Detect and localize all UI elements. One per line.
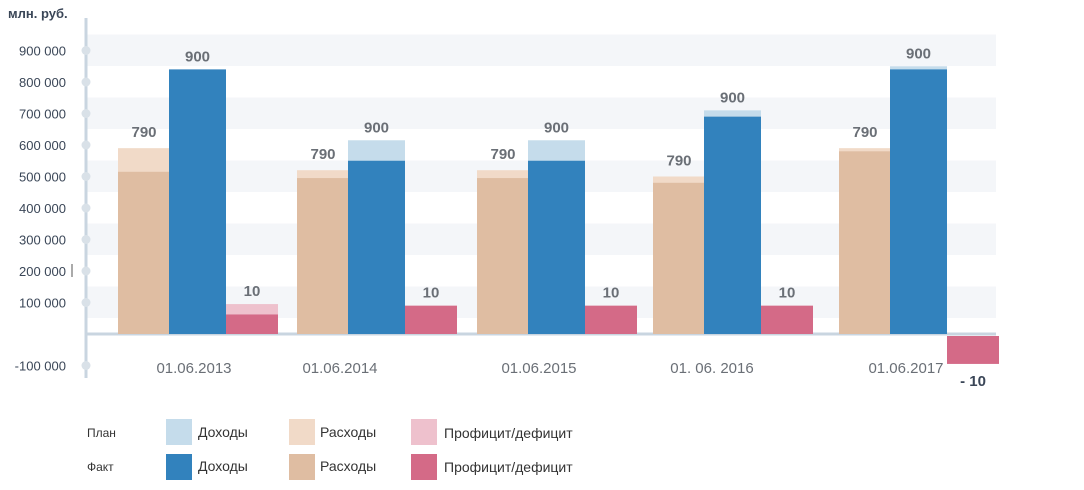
- data-label-surplus: 10: [603, 285, 620, 302]
- bar-surplus-fact: [226, 314, 278, 334]
- x-tick-label: 01.06.2015: [501, 360, 576, 377]
- bar-income-fact: [704, 116, 761, 335]
- y-tick-marker: [81, 46, 91, 55]
- data-label-surplus: 10: [244, 283, 261, 300]
- data-label-expense: 790: [310, 146, 335, 163]
- bar-income-fact: [348, 160, 405, 334]
- y-tick-label: 400 000: [19, 201, 66, 216]
- data-label-income: 900: [185, 48, 210, 65]
- y-tick-marker: [81, 203, 91, 213]
- bar-income-fact: [890, 69, 947, 335]
- unit-label: млн. руб.: [8, 6, 68, 21]
- y-tick-marker: [81, 235, 91, 244]
- data-label-expense: 790: [490, 146, 515, 163]
- data-label-surplus: - 10: [960, 373, 986, 390]
- bar-surplus-fact: [585, 305, 637, 334]
- bar-surplus-fact: [947, 336, 999, 364]
- y-tick-label: -100 000: [15, 359, 66, 374]
- y-tick-label: 800 000: [19, 75, 66, 90]
- x-tick-label: 01. 06. 2016: [670, 360, 753, 377]
- y-tick-marker: [81, 361, 91, 370]
- data-label-income: 900: [364, 119, 389, 136]
- y-tick-marker: [81, 298, 91, 307]
- y-tick-marker: [81, 109, 91, 118]
- y-tick-label: 600 000: [19, 138, 66, 153]
- data-label-surplus: 10: [423, 285, 440, 302]
- y-tick-label: 200 000: [19, 264, 66, 279]
- y-tick-label: 900 000: [19, 44, 66, 59]
- bar-income-fact: [528, 160, 585, 334]
- data-label-expense: 790: [852, 124, 877, 141]
- bar-expense-fact: [839, 151, 891, 334]
- y-tick-marker: [81, 140, 91, 150]
- data-label-income: 900: [906, 45, 931, 62]
- data-label-income: 900: [544, 119, 569, 136]
- y-tick-marker: [81, 172, 91, 181]
- data-label-surplus: 10: [779, 285, 796, 302]
- bar-expense-fact: [118, 171, 170, 334]
- x-tick-label: 01.06.2014: [302, 360, 377, 377]
- bar-expense-fact: [477, 178, 529, 334]
- data-label-expense: 790: [131, 124, 156, 141]
- y-tick-label: 700 000: [19, 107, 66, 122]
- y-tick-marker: [81, 266, 91, 276]
- x-tick-label: 01.06.2017: [868, 360, 943, 377]
- y-tick-marker: [81, 77, 91, 87]
- bar-surplus-fact: [761, 305, 813, 334]
- y-tick-label: 500 000: [19, 170, 66, 185]
- bar-surplus-fact: [405, 305, 457, 334]
- grid-band: [86, 97, 996, 129]
- data-label-income: 900: [720, 89, 745, 106]
- x-tick-label: 01.06.2013: [156, 360, 231, 377]
- y-tick-label: 300 000: [19, 233, 66, 248]
- bar-expense-fact: [653, 182, 705, 334]
- bar-income-fact: [169, 69, 226, 335]
- data-label-expense: 790: [666, 153, 691, 170]
- y-tick-label: 100 000: [19, 296, 66, 311]
- grid-band: [86, 34, 996, 66]
- bar-expense-fact: [297, 178, 349, 334]
